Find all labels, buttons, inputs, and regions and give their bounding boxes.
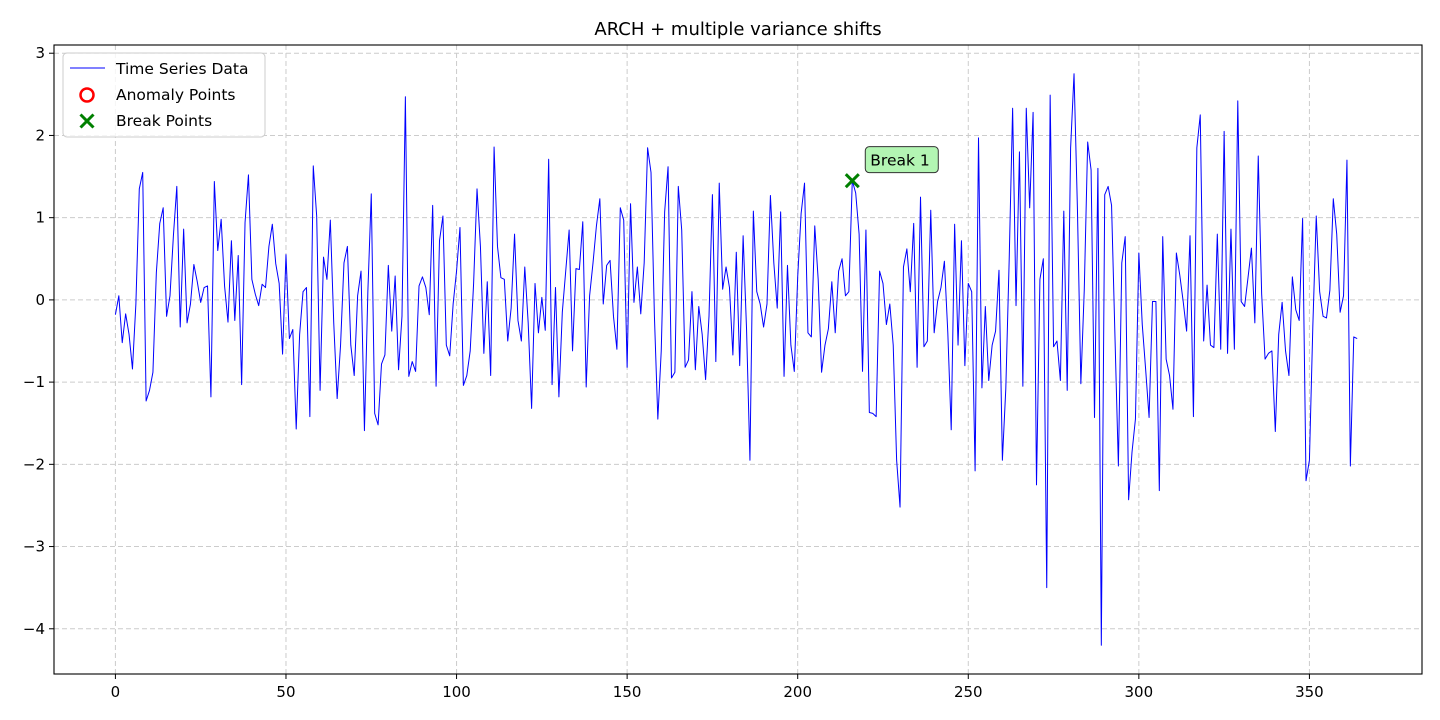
x-tick-label: 100 <box>442 683 471 701</box>
y-tick-label: 0 <box>35 291 45 309</box>
x-axis: 0 50 100 150 200 250 300 350 <box>111 674 1324 701</box>
break-point-cross-stroke <box>844 173 860 189</box>
x-tick-label: 200 <box>783 683 812 701</box>
y-tick-label: 1 <box>35 209 45 227</box>
legend-break-swatch <box>79 113 95 129</box>
y-tick-label: 2 <box>35 126 45 144</box>
y-tick-label: 3 <box>35 44 45 62</box>
legend-label: Break Points <box>116 112 212 130</box>
y-tick-label: −1 <box>23 373 45 391</box>
break-point: Break 1 <box>844 146 939 189</box>
legend-box <box>62 52 266 138</box>
x-tick-label: 150 <box>613 683 642 701</box>
legend-label: Anomaly Points <box>116 86 235 104</box>
x-tick-label: 300 <box>1125 683 1154 701</box>
chart-title: ARCH + multiple variance shifts <box>594 19 881 40</box>
grid <box>54 45 1422 674</box>
x-tick-label: 250 <box>954 683 983 701</box>
legend: Time Series Data Anomaly Points Break Poin… <box>62 52 266 138</box>
markers-layer: Break 1 <box>844 146 939 189</box>
y-axis: 3 2 1 0 −1 −2 −3 −4 <box>23 44 54 638</box>
legend-label: Time Series Data <box>115 60 248 78</box>
legend-anomaly-swatch <box>79 87 95 103</box>
y-tick-label: −4 <box>23 620 45 638</box>
x-tick-label: 50 <box>276 683 295 701</box>
y-tick-label: −3 <box>23 538 45 556</box>
break-label-box <box>864 146 939 174</box>
series-layer <box>114 73 1358 646</box>
plot-frame <box>53 44 1423 675</box>
x-tick-label: 350 <box>1295 683 1324 701</box>
y-tick-label: −2 <box>23 455 45 473</box>
series-line <box>114 73 1358 646</box>
x-tick-label: 0 <box>111 683 121 701</box>
break-label: Break 1 <box>870 152 929 170</box>
